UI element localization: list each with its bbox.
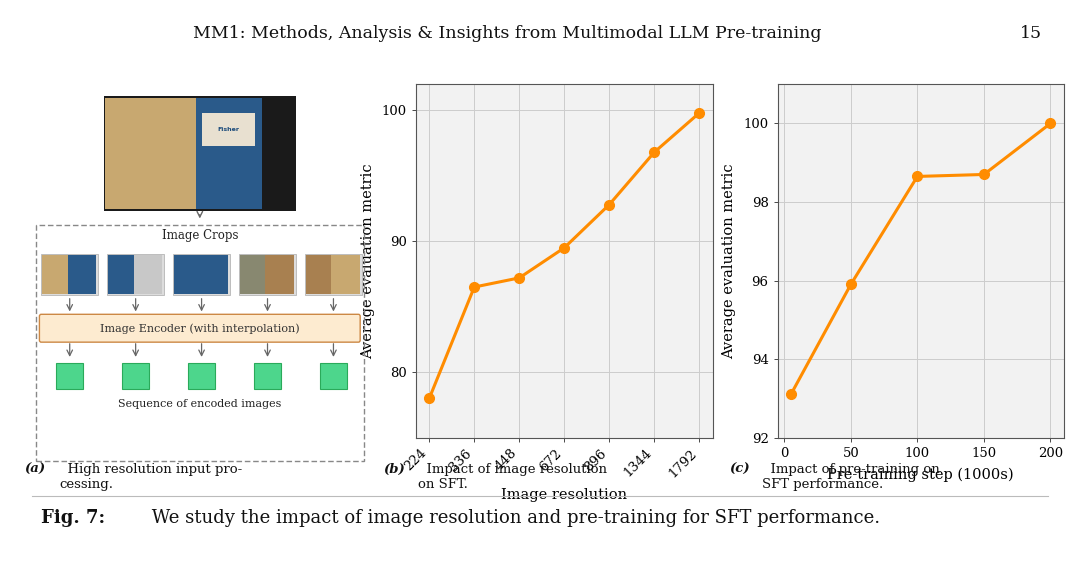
FancyBboxPatch shape [40, 314, 361, 342]
FancyBboxPatch shape [41, 254, 98, 295]
FancyBboxPatch shape [42, 255, 68, 294]
FancyBboxPatch shape [107, 254, 164, 295]
FancyBboxPatch shape [254, 362, 281, 389]
FancyBboxPatch shape [56, 362, 83, 389]
Y-axis label: Average evaluation metric: Average evaluation metric [723, 163, 737, 358]
FancyBboxPatch shape [305, 254, 362, 295]
X-axis label: Pre-training step (1000s): Pre-training step (1000s) [827, 468, 1014, 482]
Text: Impact of pre-training on
SFT performance.: Impact of pre-training on SFT performanc… [762, 463, 941, 491]
X-axis label: Image resolution: Image resolution [501, 488, 627, 502]
Text: (c): (c) [729, 463, 750, 476]
Text: (b): (b) [383, 463, 405, 476]
FancyBboxPatch shape [266, 255, 294, 294]
Text: We study the impact of image resolution and pre-training for SFT performance.: We study the impact of image resolution … [146, 509, 880, 527]
Text: Image Encoder (with interpolation): Image Encoder (with interpolation) [100, 323, 299, 333]
Text: MM1: Methods, Analysis & Insights from Multimodal LLM Pre-training: MM1: Methods, Analysis & Insights from M… [193, 25, 822, 42]
FancyBboxPatch shape [104, 96, 296, 211]
FancyBboxPatch shape [320, 362, 347, 389]
FancyBboxPatch shape [188, 362, 215, 389]
Text: Sequence of encoded images: Sequence of encoded images [118, 398, 282, 408]
Text: (a): (a) [24, 463, 45, 476]
FancyBboxPatch shape [240, 255, 266, 294]
Text: Impact of image resolution
on SFT.: Impact of image resolution on SFT. [418, 463, 607, 491]
FancyBboxPatch shape [108, 255, 134, 294]
FancyBboxPatch shape [197, 99, 262, 209]
FancyBboxPatch shape [239, 254, 296, 295]
Text: Image Crops: Image Crops [162, 229, 238, 242]
FancyBboxPatch shape [68, 255, 96, 294]
FancyBboxPatch shape [200, 255, 228, 294]
FancyBboxPatch shape [122, 362, 149, 389]
Text: Fisher: Fisher [217, 127, 240, 132]
FancyBboxPatch shape [306, 255, 332, 294]
FancyBboxPatch shape [332, 255, 360, 294]
Text: High resolution input pro-
cessing.: High resolution input pro- cessing. [59, 463, 243, 491]
FancyBboxPatch shape [106, 99, 197, 209]
Text: Fig. 7:: Fig. 7: [41, 509, 105, 527]
FancyBboxPatch shape [173, 254, 230, 295]
Text: 15: 15 [1021, 25, 1042, 42]
FancyBboxPatch shape [134, 255, 162, 294]
FancyBboxPatch shape [174, 255, 200, 294]
Y-axis label: Average evaluation metric: Average evaluation metric [361, 163, 375, 358]
FancyBboxPatch shape [202, 113, 255, 146]
